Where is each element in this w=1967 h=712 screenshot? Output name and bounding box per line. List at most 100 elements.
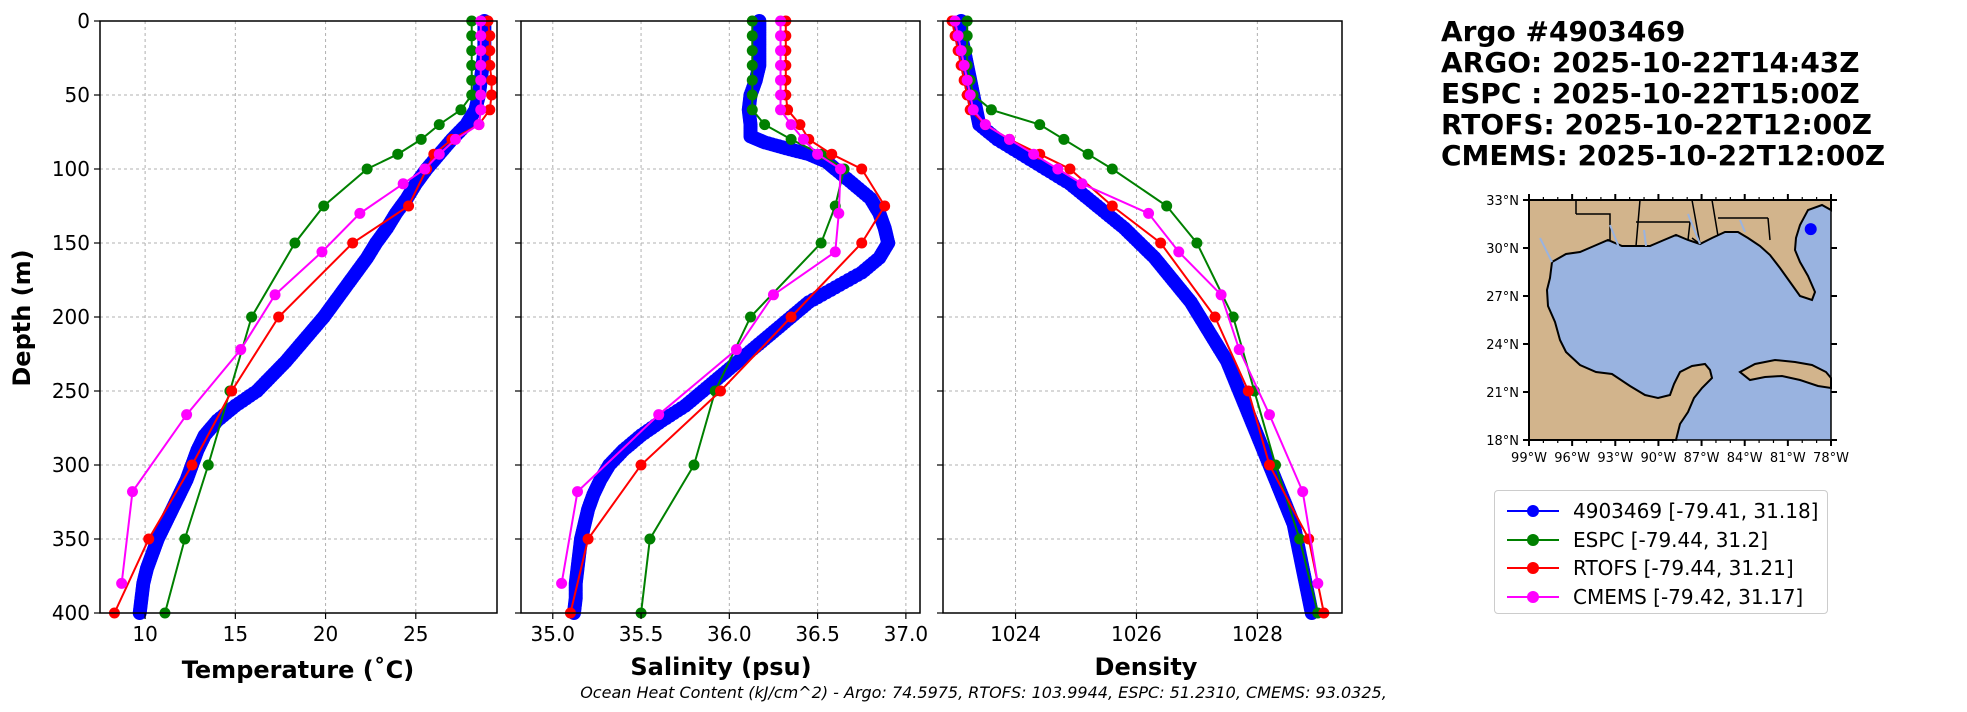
x-tick-label: 36.5 — [795, 622, 840, 646]
data-point — [715, 385, 726, 397]
data-point — [116, 577, 128, 589]
data-point — [746, 74, 758, 86]
data-point — [392, 148, 404, 160]
map-lat-label: 18°N — [1486, 434, 1519, 449]
data-point — [985, 104, 997, 116]
map-lon-label: 90°W — [1640, 451, 1676, 466]
data-point — [955, 45, 967, 57]
data-point — [273, 311, 285, 323]
data-point — [289, 237, 301, 249]
data-point — [746, 59, 758, 71]
y-tick-label: 50 — [65, 83, 90, 107]
data-point — [952, 30, 964, 42]
x-tick-label: 1026 — [1111, 622, 1162, 646]
legend: 4903469 [-79.41, 31.18] ESPC [-79.44, 31… — [1494, 490, 1828, 614]
data-point — [318, 200, 330, 212]
data-point — [746, 89, 758, 101]
legend-item-rtofs: RTOFS [-79.44, 31.21] — [1507, 554, 1827, 583]
data-point — [484, 59, 496, 71]
data-point — [475, 89, 487, 101]
data-point — [958, 59, 970, 71]
data-point — [415, 133, 427, 145]
data-point — [1155, 237, 1167, 249]
data-point — [202, 459, 214, 471]
data-point — [466, 89, 478, 101]
y-tick-label: 300 — [52, 453, 90, 477]
x-tick-label: 15 — [223, 622, 248, 646]
data-point — [475, 59, 487, 71]
data-point — [1303, 533, 1315, 545]
data-point — [1263, 409, 1275, 421]
data-point — [797, 133, 809, 145]
x-tick-label: 1024 — [990, 622, 1041, 646]
data-point — [688, 459, 700, 471]
location-map: 99°W 96°W 93°W 90°W 87°W 84°W 81°W 78°W 33°N 30°N… — [1486, 194, 1849, 466]
data-point — [455, 104, 467, 116]
map-rivers — [1539, 213, 1746, 263]
density-grid — [943, 20, 1342, 614]
data-point — [433, 148, 445, 160]
density-panel: 1024 1026 1028 Density — [937, 14, 1343, 681]
data-point — [1064, 163, 1076, 175]
data-point — [785, 311, 797, 323]
data-point — [961, 30, 973, 42]
data-point — [486, 74, 498, 86]
ocean-heat-content-caption: Ocean Heat Content (kJ/cm^2) - Argo: 74.… — [580, 683, 1387, 702]
map-ticks: 99°W 96°W 93°W 90°W 87°W 84°W 81°W 78°W 33°N 30°N… — [1486, 194, 1849, 466]
data-point — [1297, 486, 1309, 498]
data-point — [775, 104, 787, 116]
series-cmems — [116, 15, 487, 589]
legend-marker-rtofs — [1507, 560, 1559, 576]
map-land-north-america — [1528, 199, 1832, 441]
data-point — [486, 89, 498, 101]
data-point — [449, 133, 461, 145]
temperature-xlabel: Temperature (˚C) — [182, 656, 415, 684]
cmems-time: CMEMS: 2025-10-22T12:00Z — [1441, 139, 1886, 172]
data-point — [1058, 133, 1070, 145]
y-tick-label: 250 — [52, 379, 90, 403]
data-point — [794, 119, 806, 131]
map-lon-label: 93°W — [1597, 451, 1633, 466]
data-point — [833, 207, 845, 219]
y-tick-label: 400 — [52, 601, 90, 625]
salinity-panel: 35.0 35.5 36.0 36.5 37.0 Salinity (psu) — [515, 14, 928, 681]
data-point — [582, 533, 594, 545]
data-point — [964, 89, 976, 101]
density-xlabel: Density — [1095, 653, 1198, 681]
x-tick-label: 25 — [403, 622, 428, 646]
data-point — [484, 45, 496, 57]
data-point — [635, 459, 647, 471]
data-point — [126, 486, 138, 498]
temperature-axes-frame — [99, 20, 498, 614]
data-point — [571, 486, 583, 498]
map-lon-label: 81°W — [1770, 451, 1806, 466]
legend-item-argo: 4903469 [-79.41, 31.18] — [1507, 497, 1827, 526]
data-point — [1076, 178, 1088, 190]
y-tick-label: 350 — [52, 527, 90, 551]
series-cmems — [556, 15, 847, 589]
legend-label-cmems: CMEMS [-79.42, 31.17] — [1573, 584, 1804, 609]
series-cmems — [949, 15, 1324, 589]
salinity-xlabel: Salinity (psu) — [630, 653, 811, 681]
legend-label-rtofs: RTOFS [-79.44, 31.21] — [1573, 556, 1794, 581]
data-point — [1191, 237, 1203, 249]
data-point — [879, 200, 891, 212]
data-point — [856, 163, 868, 175]
depth-ylabel: Depth (m) — [8, 249, 36, 386]
data-point — [403, 200, 415, 212]
y-tick-label: 200 — [52, 305, 90, 329]
salinity-ticks: 35.0 35.5 36.0 36.5 37.0 — [515, 20, 928, 646]
data-point — [397, 178, 409, 190]
data-point — [354, 207, 366, 219]
data-point — [1209, 311, 1221, 323]
data-point — [179, 533, 191, 545]
data-point — [433, 119, 445, 131]
map-lon-label: 78°W — [1813, 451, 1849, 466]
data-point — [1263, 459, 1275, 471]
series-rtofs — [564, 15, 891, 619]
data-point — [316, 246, 328, 258]
data-point — [1052, 163, 1064, 175]
data-point — [484, 30, 496, 42]
data-point — [419, 163, 431, 175]
